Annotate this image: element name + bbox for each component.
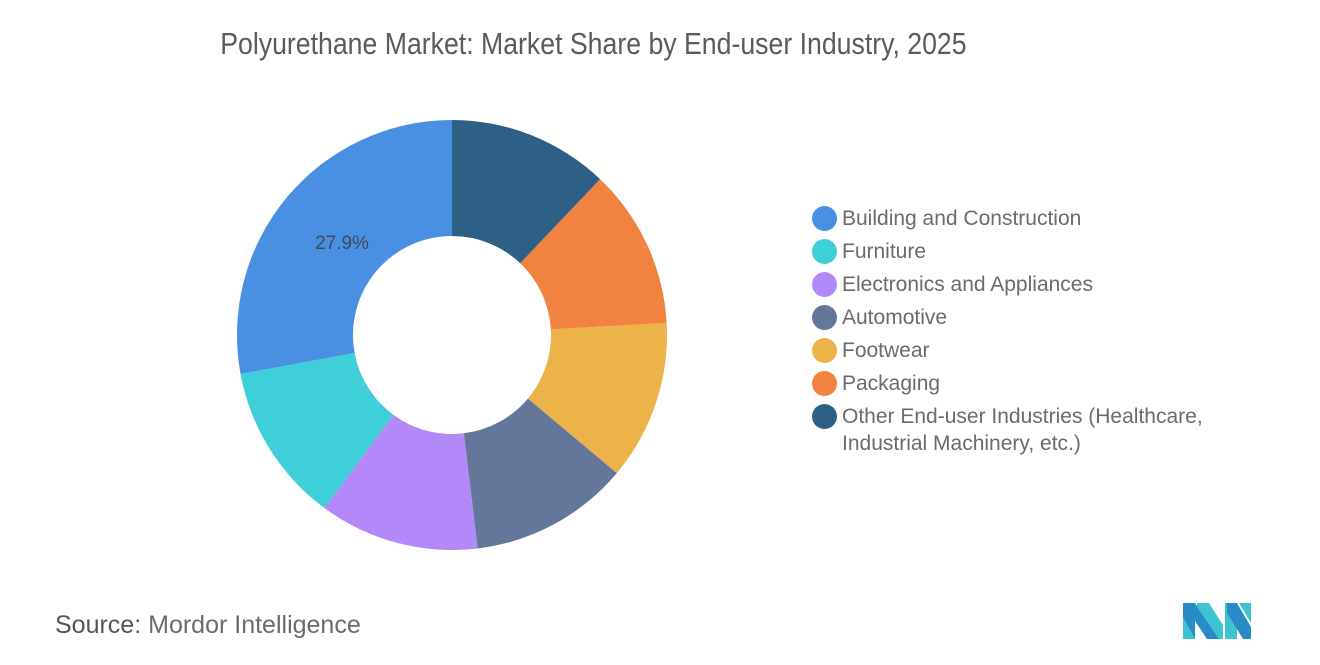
chart-legend: Building and Construction Furniture Elec… (812, 205, 1272, 463)
legend-item[interactable]: Packaging (812, 370, 1272, 397)
chart-title: Polyurethane Market: Market Share by End… (220, 26, 967, 61)
legend-item[interactable]: Building and Construction (812, 205, 1272, 232)
legend-swatch-icon (812, 371, 837, 396)
source-note: Source: Mordor Intelligence (55, 611, 361, 640)
legend-swatch-icon (812, 305, 837, 330)
donut-slice[interactable] (463, 398, 617, 549)
source-value: Mordor Intelligence (148, 611, 361, 639)
donut-slice[interactable] (520, 179, 667, 330)
legend-label: Building and Construction (842, 207, 1082, 230)
legend-item[interactable]: Electronics and Appliances (812, 271, 1272, 298)
source-label: Source: (55, 611, 142, 639)
donut-slice[interactable] (527, 322, 667, 474)
donut-slice[interactable] (452, 120, 601, 264)
title-container: Polyurethane Market: Market Share by End… (0, 0, 1320, 80)
legend-swatch-icon (812, 404, 837, 429)
legend-label: Other End-user Industries (Healthcare, I… (842, 405, 1203, 455)
legend-item[interactable]: Other End-user Industries (Healthcare, I… (812, 403, 1272, 457)
legend-label: Electronics and Appliances (842, 273, 1093, 296)
legend-item[interactable]: Automotive (812, 304, 1272, 331)
donut-slice[interactable] (240, 352, 394, 509)
legend-label: Footwear (842, 339, 930, 362)
legend-label: Furniture (842, 240, 927, 263)
legend-swatch-icon (812, 239, 837, 264)
legend-swatch-icon (812, 338, 837, 363)
donut-slices (237, 120, 667, 550)
legend-swatch-icon (812, 272, 837, 297)
legend-item[interactable]: Furniture (812, 238, 1272, 265)
donut-slice[interactable] (237, 120, 452, 374)
slice-data-label: 27.9% (315, 233, 369, 254)
legend-swatch-icon (812, 206, 837, 231)
legend-item[interactable]: Footwear (812, 337, 1272, 364)
legend-label: Packaging (842, 372, 941, 395)
mordor-intelligence-logo-icon (1183, 603, 1251, 639)
legend-label: Automotive (842, 306, 948, 329)
donut-slice[interactable] (324, 414, 478, 550)
